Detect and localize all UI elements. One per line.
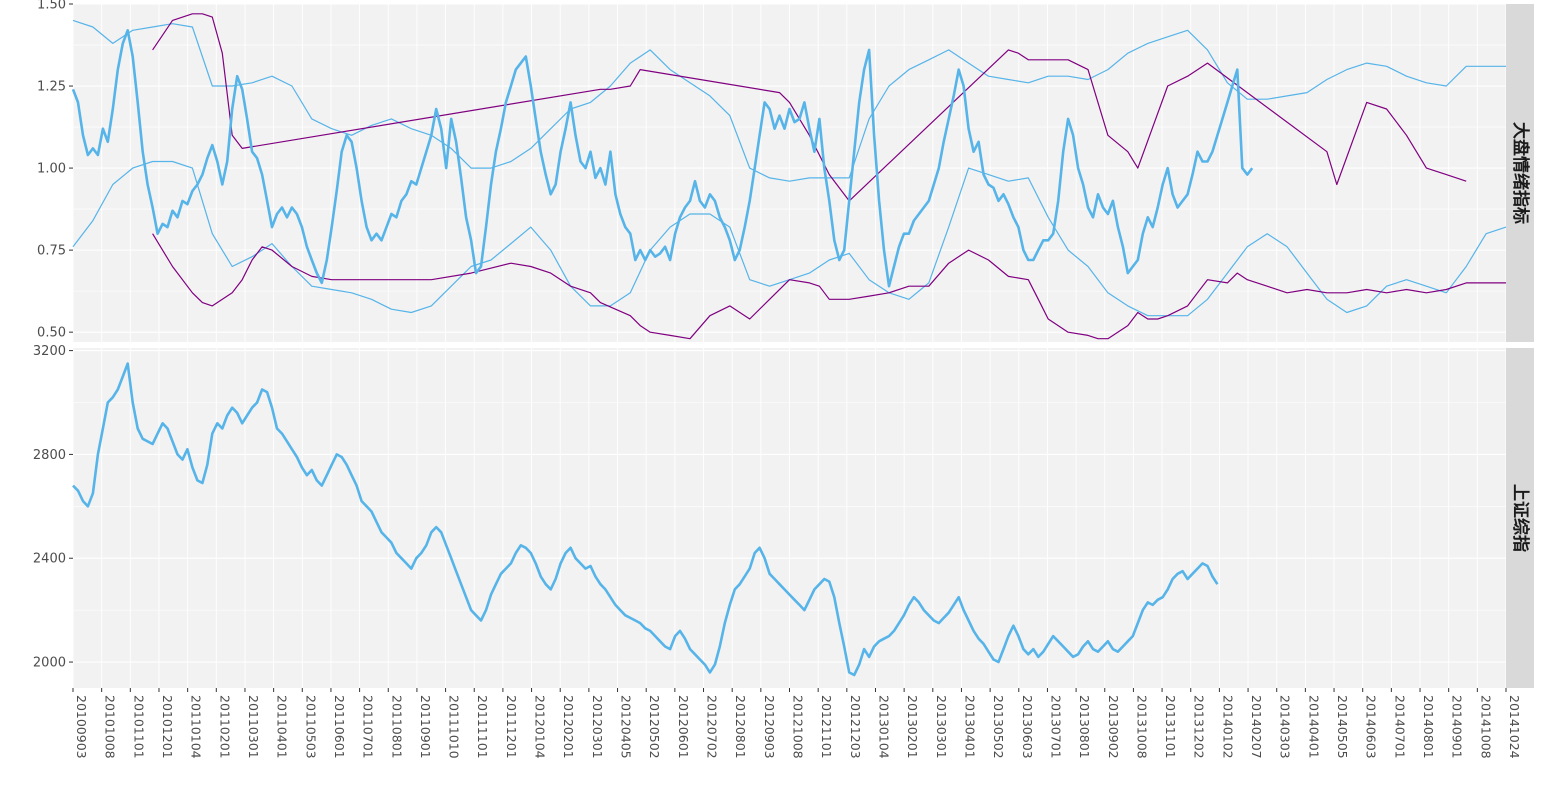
y-tick-label: 2800 <box>33 448 66 463</box>
x-tick-label: 20120702 <box>705 695 720 759</box>
x-tick-label: 20131008 <box>1134 695 1149 759</box>
x-tick-label: 20120801 <box>733 695 748 759</box>
x-tick-label: 20110801 <box>389 695 404 759</box>
x-tick-label: 20140701 <box>1392 695 1407 759</box>
x-tick-label: 20121008 <box>791 695 806 759</box>
x-tick-label: 20110601 <box>332 695 347 759</box>
y-tick-label: 2400 <box>33 552 66 567</box>
facet-strip <box>1506 348 1534 688</box>
x-tick-label: 20141008 <box>1478 695 1493 759</box>
x-tick-label: 20101201 <box>160 695 175 759</box>
main-series-line <box>71 29 1254 288</box>
x-tick-label: 20110201 <box>217 695 232 759</box>
purple-band-line <box>152 233 1506 340</box>
y-tick-label: 0.75 <box>37 244 66 259</box>
x-tick-label: 20140303 <box>1278 695 1293 759</box>
x-tick-label: 20130104 <box>876 695 891 759</box>
x-tick-label: 20110301 <box>246 695 261 759</box>
y-tick-label: 3200 <box>33 344 66 359</box>
x-tick-label: 20110901 <box>418 695 433 759</box>
main-series-line <box>72 362 1219 677</box>
x-tick-label: 20131101 <box>1163 695 1178 759</box>
x-tick-label: 20120405 <box>619 695 634 759</box>
x-tick-label: 20130801 <box>1077 695 1092 759</box>
facet-strip-label: 大盘情绪指标 <box>1510 122 1531 224</box>
x-tick-label: 20120301 <box>590 695 605 759</box>
upper-band-line <box>72 19 1506 182</box>
x-tick-label: 20120601 <box>676 695 691 759</box>
x-tick-label: 20130902 <box>1106 695 1121 759</box>
x-tick-label: 20111101 <box>475 695 490 759</box>
facet-strip <box>1506 4 1534 342</box>
x-tick-label: 20130401 <box>962 695 977 759</box>
x-tick-label: 20140102 <box>1220 695 1235 759</box>
x-tick-label: 20101101 <box>131 695 146 759</box>
x-tick-label: 20140801 <box>1421 695 1436 759</box>
x-tick-label: 20110503 <box>303 695 318 759</box>
x-tick-label: 20131202 <box>1192 695 1207 759</box>
x-tick-label: 20140603 <box>1364 695 1379 759</box>
x-tick-label: 20101008 <box>103 695 118 759</box>
x-tick-label: 20130603 <box>1020 695 1035 759</box>
x-tick-label: 20120502 <box>647 695 662 759</box>
y-tick-label: 1.00 <box>37 162 66 177</box>
x-tick-label: 20100903 <box>74 695 89 759</box>
x-tick-label: 20140505 <box>1335 695 1350 759</box>
y-tick-label: 1.25 <box>37 80 66 95</box>
x-tick-label: 20120903 <box>762 695 777 759</box>
x-tick-label: 20140207 <box>1249 695 1264 759</box>
x-tick-label: 20121101 <box>819 695 834 759</box>
x-tick-label: 20141024 <box>1507 695 1522 759</box>
x-tick-label: 20111010 <box>447 695 462 759</box>
x-tick-label: 20120104 <box>533 695 548 759</box>
y-tick-label: 0.50 <box>37 326 66 341</box>
x-tick-label: 20111201 <box>504 695 519 759</box>
x-tick-label: 20130301 <box>934 695 949 759</box>
y-tick-label: 1.50 <box>37 0 66 13</box>
x-tick-label: 20121203 <box>848 695 863 759</box>
y-tick-label: 2000 <box>33 656 66 671</box>
x-tick-label: 20140401 <box>1306 695 1321 759</box>
x-tick-label: 20110701 <box>361 695 376 759</box>
x-tick-label: 20110401 <box>275 695 290 759</box>
x-tick-label: 20110104 <box>189 695 204 759</box>
x-tick-label: 20130201 <box>905 695 920 759</box>
x-tick-label: 20140901 <box>1450 695 1465 759</box>
facet-strip-label: 上证综指 <box>1510 484 1531 552</box>
x-tick-label: 20130701 <box>1048 695 1063 759</box>
x-tick-label: 20130502 <box>991 695 1006 759</box>
x-tick-label: 20120201 <box>561 695 576 759</box>
